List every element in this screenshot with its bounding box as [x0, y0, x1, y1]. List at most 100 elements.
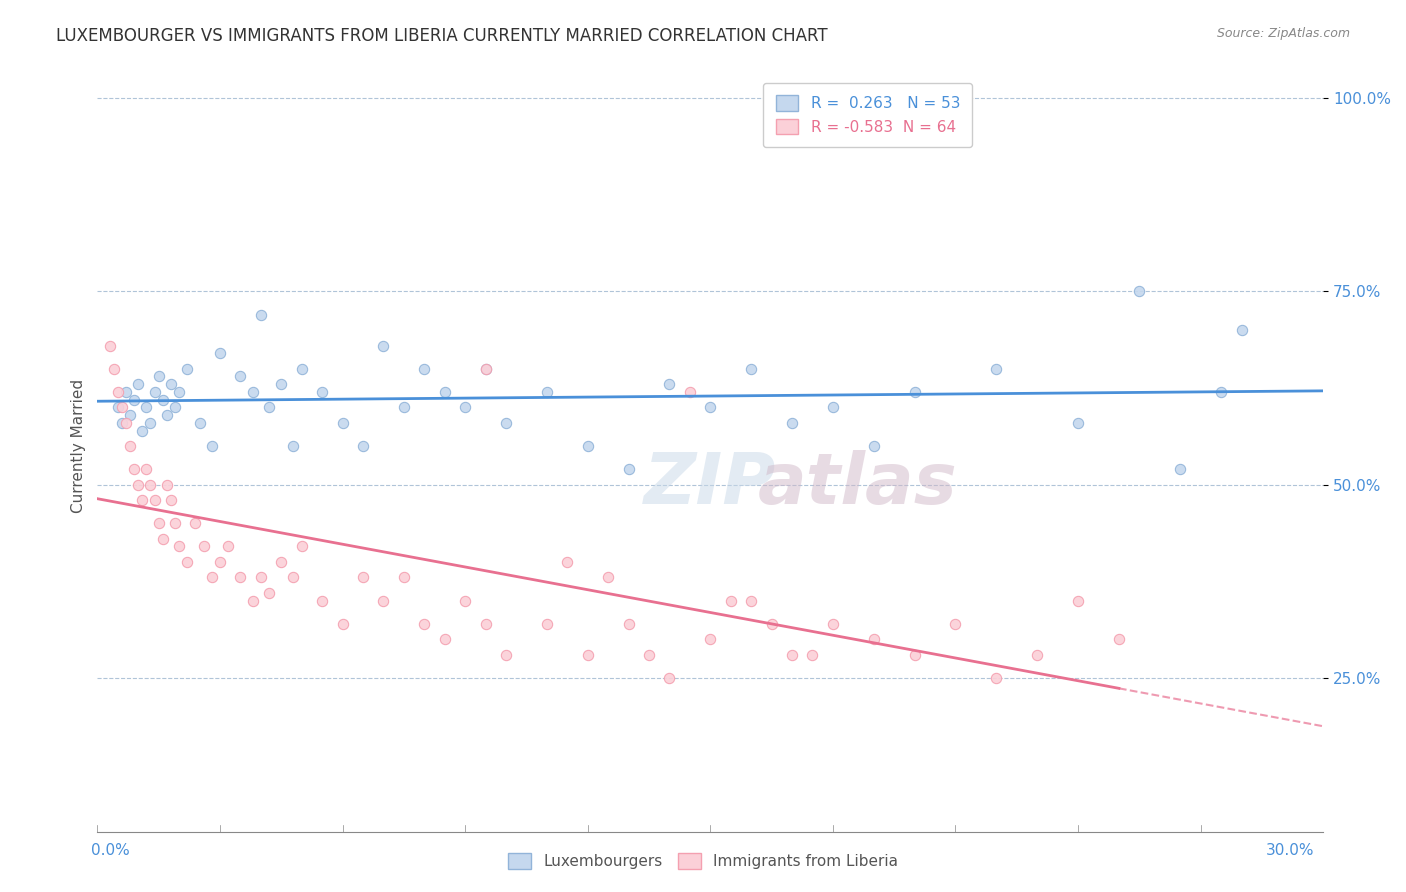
Point: [904, 648, 927, 662]
Point: [761, 616, 783, 631]
Point: [801, 648, 824, 662]
Point: [163, 516, 186, 531]
Point: [143, 384, 166, 399]
Point: [257, 586, 280, 600]
Point: [474, 361, 496, 376]
Point: [1108, 632, 1130, 647]
Point: [392, 401, 415, 415]
Point: [1168, 462, 1191, 476]
Point: [862, 632, 884, 647]
Point: [160, 377, 183, 392]
Point: [352, 570, 374, 584]
Point: [208, 555, 231, 569]
Point: [115, 416, 138, 430]
Point: [167, 384, 190, 399]
Point: [598, 570, 620, 584]
Point: [821, 616, 844, 631]
Point: [111, 401, 134, 415]
Point: [413, 616, 436, 631]
Point: [1211, 384, 1233, 399]
Point: [658, 377, 681, 392]
Y-axis label: Currently Married: Currently Married: [72, 379, 86, 513]
Point: [152, 532, 174, 546]
Point: [257, 401, 280, 415]
Text: Source: ZipAtlas.com: Source: ZipAtlas.com: [1216, 27, 1350, 40]
Point: [270, 555, 292, 569]
Point: [1128, 285, 1150, 299]
Point: [495, 416, 517, 430]
Legend: R =  0.263   N = 53, R = -0.583  N = 64: R = 0.263 N = 53, R = -0.583 N = 64: [763, 83, 973, 147]
Point: [122, 462, 145, 476]
Point: [148, 516, 170, 531]
Point: [699, 401, 721, 415]
Point: [193, 540, 215, 554]
Point: [135, 462, 157, 476]
Point: [862, 439, 884, 453]
Point: [1026, 648, 1049, 662]
Point: [413, 361, 436, 376]
Point: [617, 616, 640, 631]
Point: [474, 361, 496, 376]
Point: [392, 570, 415, 584]
Point: [176, 555, 198, 569]
Point: [780, 648, 803, 662]
Point: [229, 369, 252, 384]
Point: [122, 392, 145, 407]
Point: [555, 555, 578, 569]
Point: [156, 408, 179, 422]
Point: [127, 377, 149, 392]
Point: [115, 384, 138, 399]
Point: [208, 346, 231, 360]
Point: [638, 648, 661, 662]
Point: [131, 493, 153, 508]
Point: [163, 401, 186, 415]
Point: [291, 361, 314, 376]
Point: [311, 593, 333, 607]
Point: [249, 308, 271, 322]
Text: LUXEMBOURGER VS IMMIGRANTS FROM LIBERIA CURRENTLY MARRIED CORRELATION CHART: LUXEMBOURGER VS IMMIGRANTS FROM LIBERIA …: [56, 27, 828, 45]
Point: [242, 384, 264, 399]
Point: [143, 493, 166, 508]
Point: [156, 477, 179, 491]
Point: [283, 570, 305, 584]
Point: [139, 477, 162, 491]
Point: [433, 384, 456, 399]
Point: [188, 416, 211, 430]
Point: [148, 369, 170, 384]
Point: [821, 401, 844, 415]
Point: [454, 593, 477, 607]
Point: [495, 648, 517, 662]
Point: [373, 338, 395, 352]
Point: [98, 338, 121, 352]
Point: [454, 401, 477, 415]
Text: 0.0%: 0.0%: [91, 843, 131, 858]
Point: [242, 593, 264, 607]
Point: [474, 616, 496, 631]
Point: [311, 384, 333, 399]
Point: [152, 392, 174, 407]
Point: [283, 439, 305, 453]
Point: [699, 632, 721, 647]
Point: [201, 570, 224, 584]
Point: [139, 416, 162, 430]
Point: [1230, 323, 1253, 337]
Point: [945, 616, 967, 631]
Point: [1067, 593, 1090, 607]
Point: [118, 408, 141, 422]
Point: [229, 570, 252, 584]
Point: [780, 416, 803, 430]
Point: [201, 439, 224, 453]
Point: [107, 384, 129, 399]
Point: [135, 401, 157, 415]
Text: ZIP: ZIP: [644, 450, 776, 519]
Point: [103, 361, 125, 376]
Point: [536, 616, 558, 631]
Text: atlas: atlas: [758, 450, 957, 519]
Point: [217, 540, 239, 554]
Point: [111, 416, 134, 430]
Legend: Luxembourgers, Immigrants from Liberia: Luxembourgers, Immigrants from Liberia: [502, 847, 904, 875]
Point: [1067, 416, 1090, 430]
Point: [740, 593, 762, 607]
Point: [118, 439, 141, 453]
Point: [617, 462, 640, 476]
